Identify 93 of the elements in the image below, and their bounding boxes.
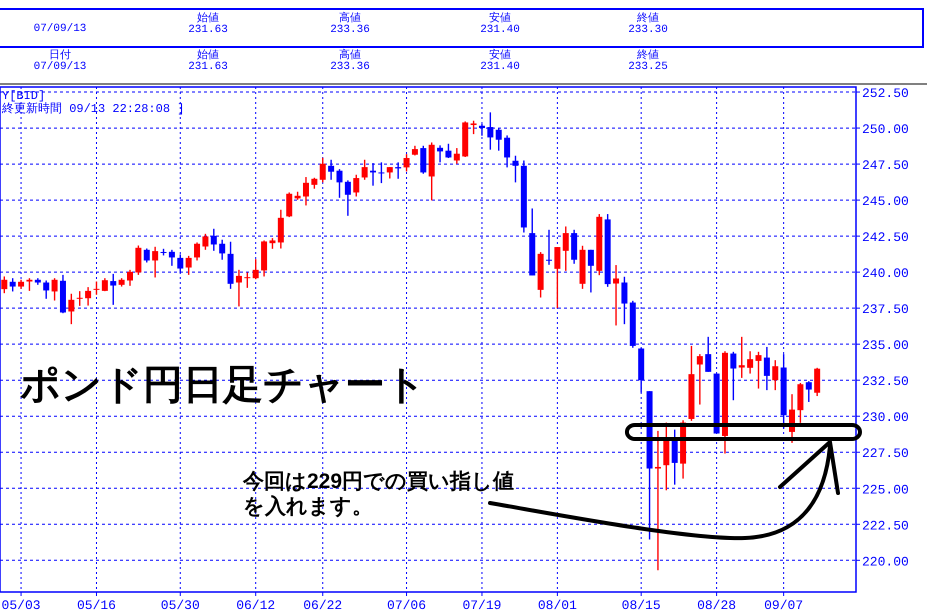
candlestick xyxy=(386,166,393,180)
text: 高値 xyxy=(339,48,361,62)
candlestick xyxy=(1,276,8,294)
x-tick-label: 08/28 xyxy=(697,598,736,613)
candlestick xyxy=(613,264,620,326)
y-tick-label: 220.00 xyxy=(862,554,909,570)
candlestick xyxy=(470,120,477,135)
text: 07/09/13 xyxy=(34,61,86,73)
candlestick xyxy=(696,353,703,406)
x-tick-label: 05/03 xyxy=(2,598,41,613)
candlestick xyxy=(404,153,410,172)
y-tick-label: 245.00 xyxy=(862,194,909,210)
y-tick-label: 240.00 xyxy=(862,266,909,282)
text: 始値 xyxy=(197,49,219,62)
candlestick xyxy=(168,249,175,267)
candlestick xyxy=(445,143,452,159)
text: 終値 xyxy=(636,49,659,62)
x-tick-label: 06/12 xyxy=(236,598,276,613)
candlestick xyxy=(320,157,326,184)
y-tick-label: 225.00 xyxy=(862,482,909,498)
candlestick xyxy=(85,286,92,306)
candlestick xyxy=(43,280,50,300)
text: 07/09/13 xyxy=(34,23,86,35)
x-tick-label: 09/07 xyxy=(764,598,804,613)
candlestick xyxy=(269,237,276,250)
text: 終値 xyxy=(636,12,659,25)
candlestick xyxy=(738,336,745,379)
text: 231.63 xyxy=(188,24,228,36)
y-tick-label: 235.00 xyxy=(862,338,909,354)
text: 233.36 xyxy=(330,61,370,73)
candlestick xyxy=(562,226,569,272)
candlestick xyxy=(10,277,16,292)
candlestick xyxy=(756,351,762,390)
candlestick xyxy=(152,246,158,278)
candlestick xyxy=(252,258,259,280)
y-tick-label: 242.50 xyxy=(862,230,909,246)
y-tick-label: 237.50 xyxy=(862,302,909,318)
y-tick-label: 252.50 xyxy=(862,86,909,102)
text: ポンド円日足チャート xyxy=(20,363,426,407)
text: 233.30 xyxy=(628,24,668,36)
text: 安値 xyxy=(489,11,511,25)
annotation: を入れます。 xyxy=(243,495,373,518)
y-tick-label: 222.50 xyxy=(862,518,909,534)
candlestick xyxy=(236,269,242,308)
candlestick xyxy=(454,147,460,164)
candlestick xyxy=(353,174,360,198)
candlestick xyxy=(311,177,318,190)
candlestick xyxy=(362,159,368,180)
annotation: 終更新時間 09/13 22:28:08 ] xyxy=(1,101,184,116)
candlestick xyxy=(772,359,778,391)
candlestick xyxy=(18,279,24,290)
y-tick-label: 232.50 xyxy=(862,374,909,390)
text: 始値 xyxy=(197,12,219,25)
x-tick-label: 08/01 xyxy=(538,598,578,613)
candlestick xyxy=(336,168,342,198)
candlestick xyxy=(747,350,754,374)
text: 231.40 xyxy=(480,24,520,36)
text: 231.40 xyxy=(480,61,520,73)
text: 日付 xyxy=(49,49,71,62)
candlestick xyxy=(244,272,250,289)
annotation: 今回は229円での買い指し値 xyxy=(242,470,514,493)
candlestick xyxy=(302,176,309,206)
candlestick xyxy=(202,233,208,251)
y-tick-label: 230.00 xyxy=(862,410,909,426)
candlestick xyxy=(554,246,560,309)
candlestick xyxy=(52,277,58,302)
candlestick xyxy=(110,273,116,306)
candlestick xyxy=(219,239,226,260)
candlestick xyxy=(194,242,200,262)
candlestick xyxy=(186,255,192,276)
text: 233.25 xyxy=(628,61,668,73)
y-tick-label: 247.50 xyxy=(862,158,909,174)
x-tick-label: 08/15 xyxy=(622,598,661,613)
candlestick xyxy=(68,293,74,325)
text: 安値 xyxy=(489,48,511,62)
text: 高値 xyxy=(339,11,361,25)
candlestick xyxy=(93,280,100,296)
candlestick xyxy=(654,430,661,571)
y-tick-label: 250.00 xyxy=(862,122,909,138)
x-tick-label: 05/30 xyxy=(160,598,200,613)
candlestick xyxy=(286,192,292,218)
candlestick xyxy=(127,269,133,287)
y-tick-label: 227.50 xyxy=(862,446,909,462)
x-tick-label: 07/06 xyxy=(387,598,426,613)
x-tick-label: 06/22 xyxy=(303,598,342,613)
text: 231.63 xyxy=(188,61,228,73)
x-tick-label: 07/19 xyxy=(462,598,502,613)
x-tick-label: 05/16 xyxy=(76,598,116,613)
candlestick xyxy=(144,248,150,264)
text: 233.36 xyxy=(330,24,370,36)
candlestick xyxy=(76,290,83,307)
candlestick xyxy=(102,277,108,292)
candlestick xyxy=(412,145,418,156)
